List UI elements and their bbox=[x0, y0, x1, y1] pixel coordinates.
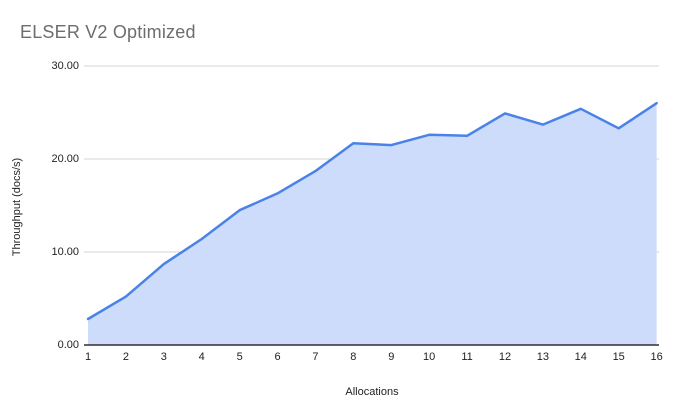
y-tick-label: 10.00 bbox=[51, 245, 79, 258]
x-tick-label: 3 bbox=[160, 351, 167, 363]
area-fill bbox=[88, 103, 657, 345]
x-tick-label: 12 bbox=[498, 351, 512, 363]
chart-title: ELSER V2 Optimized bbox=[20, 22, 196, 42]
x-tick-label: 6 bbox=[274, 351, 281, 363]
x-tick-label: 16 bbox=[650, 351, 663, 363]
x-tick-label: 8 bbox=[350, 351, 357, 363]
y-tick-label: 20.00 bbox=[51, 152, 79, 165]
x-tick-label: 9 bbox=[388, 351, 395, 363]
x-tick-label: 10 bbox=[423, 351, 436, 363]
series-line bbox=[86, 101, 658, 321]
x-tick-label: 4 bbox=[198, 351, 205, 363]
x-tick-label: 5 bbox=[236, 351, 243, 363]
y-tick-label: 30.00 bbox=[51, 59, 79, 72]
x-tick-label: 1 bbox=[84, 351, 92, 363]
x-tick-label: 15 bbox=[612, 351, 625, 363]
x-axis-title: Allocations bbox=[345, 386, 399, 398]
x-tick-label: 13 bbox=[536, 351, 549, 363]
y-tick-label: 0.00 bbox=[57, 338, 79, 351]
x-tick-label: 2 bbox=[122, 351, 129, 363]
x-tick-label: 11 bbox=[461, 351, 473, 363]
x-tick-label: 7 bbox=[312, 351, 319, 363]
x-tick-label: 14 bbox=[574, 351, 587, 363]
